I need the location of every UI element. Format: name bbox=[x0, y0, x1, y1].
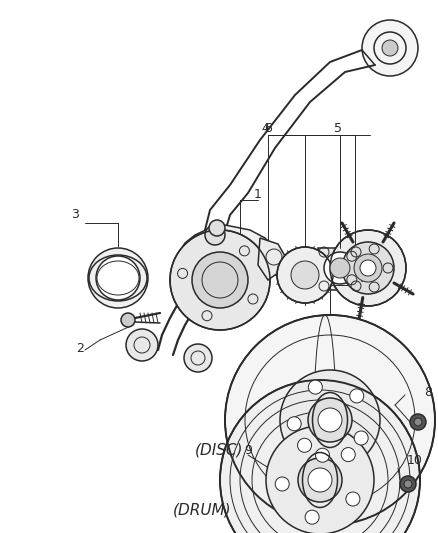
Text: 7: 7 bbox=[359, 271, 367, 285]
Circle shape bbox=[318, 408, 342, 432]
Circle shape bbox=[360, 260, 376, 276]
Text: (DRUM): (DRUM) bbox=[173, 503, 232, 518]
Circle shape bbox=[298, 458, 342, 502]
Circle shape bbox=[170, 230, 270, 330]
Text: 10: 10 bbox=[407, 454, 423, 466]
Text: 1: 1 bbox=[254, 189, 262, 201]
Circle shape bbox=[184, 344, 212, 372]
Text: 8: 8 bbox=[424, 385, 432, 399]
Circle shape bbox=[96, 256, 140, 300]
Circle shape bbox=[410, 414, 426, 430]
Circle shape bbox=[315, 448, 329, 462]
Circle shape bbox=[297, 438, 311, 453]
Polygon shape bbox=[318, 248, 362, 290]
Circle shape bbox=[280, 370, 380, 470]
Circle shape bbox=[209, 220, 225, 236]
Text: 9: 9 bbox=[244, 443, 252, 456]
Circle shape bbox=[354, 431, 368, 445]
Circle shape bbox=[414, 418, 422, 426]
Circle shape bbox=[121, 313, 135, 327]
Circle shape bbox=[275, 477, 289, 491]
Circle shape bbox=[287, 417, 301, 431]
Circle shape bbox=[308, 398, 352, 442]
Text: 4: 4 bbox=[261, 122, 269, 134]
Circle shape bbox=[330, 230, 406, 306]
Text: 3: 3 bbox=[71, 208, 79, 222]
Circle shape bbox=[305, 510, 319, 524]
Circle shape bbox=[404, 480, 412, 488]
Text: 6: 6 bbox=[264, 122, 272, 134]
Circle shape bbox=[382, 40, 398, 56]
Circle shape bbox=[350, 389, 364, 403]
Circle shape bbox=[266, 426, 374, 533]
Circle shape bbox=[362, 20, 418, 76]
Circle shape bbox=[88, 248, 148, 308]
Polygon shape bbox=[178, 225, 275, 288]
Circle shape bbox=[192, 252, 248, 308]
Circle shape bbox=[342, 242, 394, 294]
Circle shape bbox=[346, 492, 360, 506]
Text: 5: 5 bbox=[334, 122, 342, 134]
Circle shape bbox=[225, 315, 435, 525]
Circle shape bbox=[277, 247, 333, 303]
Polygon shape bbox=[258, 238, 285, 280]
Circle shape bbox=[308, 468, 332, 492]
Circle shape bbox=[126, 329, 158, 361]
Circle shape bbox=[324, 252, 356, 284]
Circle shape bbox=[220, 380, 420, 533]
Circle shape bbox=[330, 258, 350, 278]
Text: (DISC): (DISC) bbox=[195, 442, 244, 457]
Circle shape bbox=[291, 261, 319, 289]
Circle shape bbox=[341, 448, 355, 462]
Text: 2: 2 bbox=[76, 342, 84, 354]
Circle shape bbox=[400, 476, 416, 492]
Circle shape bbox=[354, 254, 382, 282]
Circle shape bbox=[205, 225, 225, 245]
Circle shape bbox=[308, 380, 322, 394]
